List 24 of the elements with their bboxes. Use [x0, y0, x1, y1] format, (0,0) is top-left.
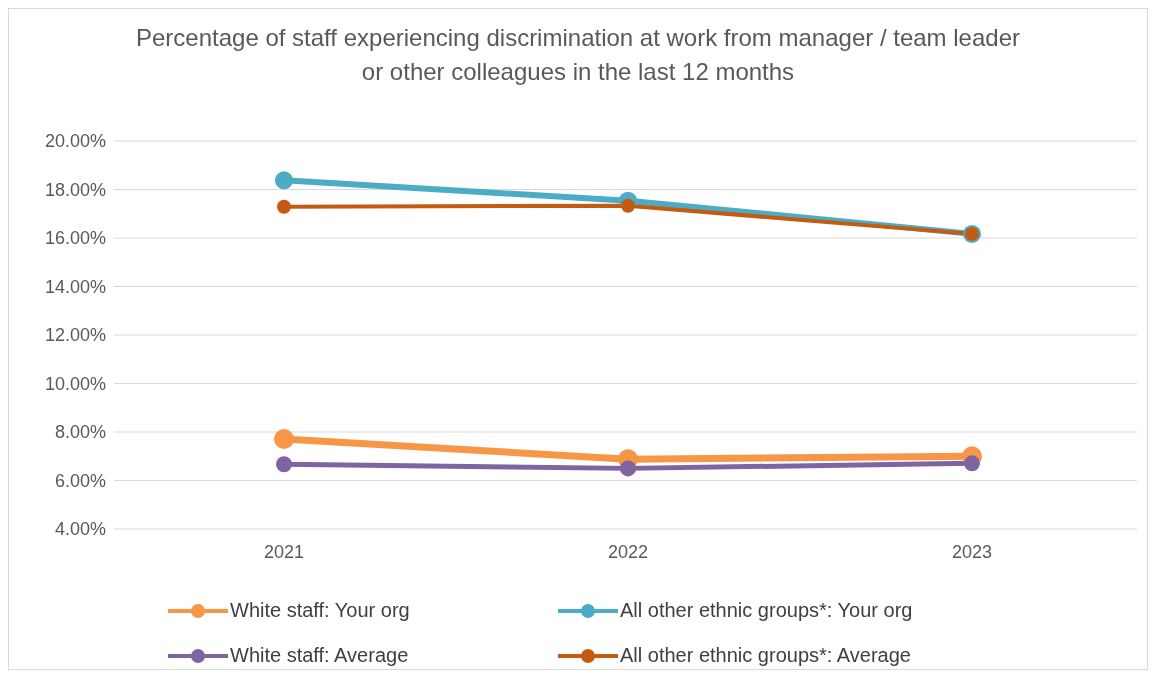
- legend-label: All other ethnic groups*: Your org: [620, 599, 913, 622]
- point: [274, 429, 294, 450]
- x-tick-label: 2023: [951, 541, 993, 562]
- chart-title: Percentage of staff experiencing discrimination at work from manager / team leader or other colleagues in the last 12 months: [135, 23, 1021, 87]
- y-tick-label: 12.00%: [44, 325, 106, 346]
- y-tick-label: 6.00%: [54, 470, 106, 491]
- y-tick-label: 16.00%: [44, 228, 106, 249]
- y-tick-label: 20.00%: [44, 131, 106, 152]
- legend-label: White staff: Your org: [230, 599, 410, 622]
- y-tick-label: 4.00%: [54, 519, 106, 540]
- point: [276, 456, 292, 473]
- point: [620, 460, 636, 477]
- point: [621, 198, 635, 213]
- y-tick-label: 14.00%: [44, 276, 106, 297]
- x-tick-label: 2022: [607, 541, 649, 562]
- y-tick-label: 18.00%: [44, 179, 106, 200]
- point: [277, 199, 291, 214]
- legend-label: White staff: Average: [230, 644, 409, 667]
- point: [275, 171, 293, 190]
- point: [964, 455, 980, 472]
- y-tick-label: 10.00%: [44, 373, 106, 394]
- x-tick-label: 2021: [263, 541, 305, 562]
- legend-label: All other ethnic groups*: Average: [620, 644, 911, 667]
- y-tick-label: 8.00%: [54, 422, 106, 443]
